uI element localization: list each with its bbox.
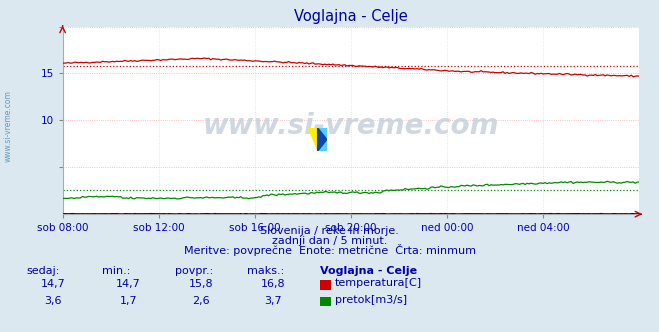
Text: 14,7: 14,7 xyxy=(116,279,141,289)
Title: Voglajna - Celje: Voglajna - Celje xyxy=(294,9,408,24)
Text: Meritve: povprečne  Enote: metrične  Črta: minmum: Meritve: povprečne Enote: metrične Črta:… xyxy=(183,244,476,256)
Text: maks.:: maks.: xyxy=(247,266,285,276)
Text: Voglajna - Celje: Voglajna - Celje xyxy=(320,266,416,276)
Text: 14,7: 14,7 xyxy=(40,279,65,289)
Text: sedaj:: sedaj: xyxy=(26,266,60,276)
Text: 3,7: 3,7 xyxy=(265,296,282,306)
Text: Slovenija / reke in morje.: Slovenija / reke in morje. xyxy=(260,226,399,236)
Polygon shape xyxy=(308,128,318,151)
Text: www.si-vreme.com: www.si-vreme.com xyxy=(203,112,499,140)
Text: zadnji dan / 5 minut.: zadnji dan / 5 minut. xyxy=(272,236,387,246)
Text: www.si-vreme.com: www.si-vreme.com xyxy=(3,90,13,162)
Text: povpr.:: povpr.: xyxy=(175,266,213,276)
Text: 2,6: 2,6 xyxy=(192,296,210,306)
Text: pretok[m3/s]: pretok[m3/s] xyxy=(335,295,407,305)
Text: 16,8: 16,8 xyxy=(261,279,286,289)
Text: 1,7: 1,7 xyxy=(120,296,137,306)
Text: temperatura[C]: temperatura[C] xyxy=(335,278,422,288)
Text: 3,6: 3,6 xyxy=(44,296,61,306)
Text: 15,8: 15,8 xyxy=(188,279,214,289)
Polygon shape xyxy=(318,128,327,151)
Polygon shape xyxy=(318,128,327,151)
Text: min.:: min.: xyxy=(102,266,130,276)
